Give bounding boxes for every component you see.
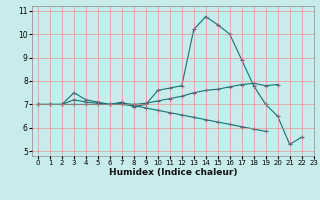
X-axis label: Humidex (Indice chaleur): Humidex (Indice chaleur) — [108, 168, 237, 177]
